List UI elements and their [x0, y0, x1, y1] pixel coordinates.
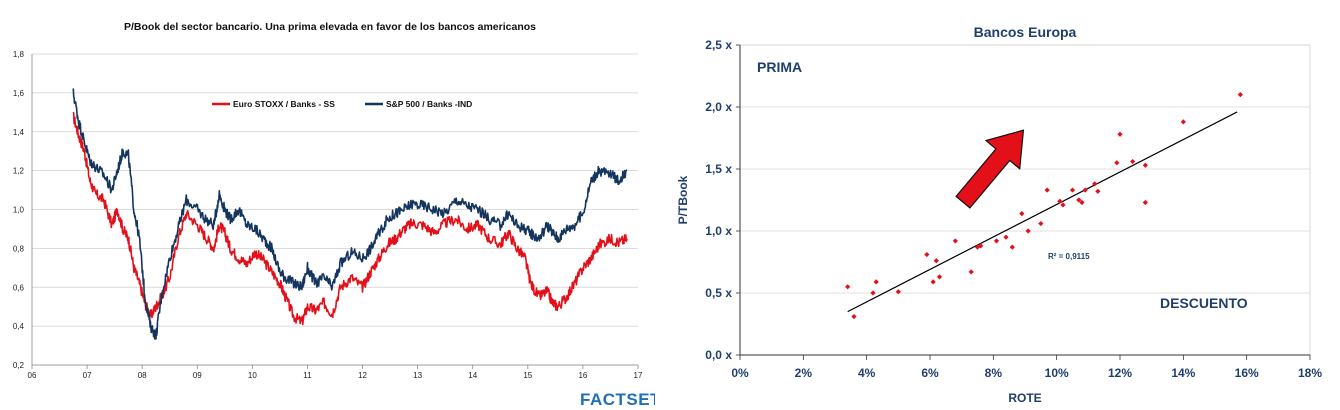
x-tick-label: 07 [83, 371, 92, 380]
data-point [1076, 197, 1082, 203]
y-tick-label: 0,4 [13, 322, 25, 331]
x-tick-label: 14 [468, 371, 477, 380]
legend-label: S&P 500 / Banks -IND [386, 99, 472, 109]
x-tick-label: 6% [921, 366, 939, 380]
y-tick-label: 0,2 [13, 361, 25, 370]
r-squared-label: R² = 0,9115 [1048, 252, 1090, 261]
annotation-prima: PRIMA [757, 59, 802, 75]
x-tick-label: 06 [28, 371, 37, 380]
chart-title: P/Book del sector bancario. Una prima el… [124, 21, 536, 33]
y-tick-label: 0,6 [13, 283, 25, 292]
y-axis-label: P/TBook [676, 175, 690, 224]
chart-background [0, 0, 650, 390]
y-tick-label: 1,5 x [705, 162, 732, 176]
x-axis-label: ROTE [1008, 391, 1041, 405]
x-tick-label: 2% [795, 366, 813, 380]
data-point [1095, 188, 1101, 194]
data-point [924, 251, 930, 258]
x-tick-label: 8% [985, 366, 1003, 380]
data-point [1025, 228, 1031, 234]
data-point [933, 258, 939, 264]
data-point [1038, 220, 1044, 227]
y-tick-label: 2,5 x [705, 38, 732, 52]
y-tick-label: 0,8 [13, 244, 25, 253]
scatter-chart: Bancos Europa 0,0 x 0,5 x 1,0 x 1,5 x 2,0 x 2,… [655, 0, 1340, 410]
y-tick-label: 0,5 x [705, 286, 732, 300]
x-tick-label: 13 [413, 371, 422, 380]
y-tick-label: 1,4 [13, 128, 25, 137]
x-tick-label: 17 [634, 371, 643, 380]
series-line-sp500-banks [72, 88, 628, 340]
data-point [851, 313, 857, 320]
data-point [1180, 119, 1186, 125]
x-tick-label: 10% [1045, 366, 1069, 380]
data-point [870, 290, 876, 296]
data-point [873, 279, 879, 285]
data-point [1142, 162, 1148, 168]
x-tick-label: 15 [523, 371, 532, 380]
factset-logo: FACTSET [580, 390, 661, 409]
annotation-descuento: DESCUENTO [1160, 295, 1248, 311]
data-point [1130, 158, 1136, 165]
chart-title: Bancos Europa [974, 24, 1077, 40]
y-tick-label: 1,0 [13, 206, 25, 215]
left-chart-panel: P/Book del sector bancario. Una prima el… [0, 0, 660, 410]
x-tick-label: 14% [1171, 366, 1195, 380]
data-point [1082, 187, 1088, 193]
data-point [1003, 234, 1009, 240]
data-point [1142, 199, 1148, 206]
data-point [1044, 187, 1050, 193]
y-tick-label: 1,8 [13, 50, 25, 59]
x-tick-label: 18% [1298, 366, 1322, 380]
data-point [968, 269, 974, 275]
x-tick-label: 16 [578, 371, 587, 380]
x-tick-label: 08 [138, 371, 147, 380]
x-tick-label: 09 [193, 371, 202, 380]
x-tick-label: 10 [248, 371, 257, 380]
data-point [1237, 92, 1243, 98]
data-point [1057, 198, 1063, 204]
data-point [1092, 181, 1098, 187]
data-point [1019, 211, 1025, 217]
data-point [1009, 244, 1015, 250]
y-tick-label: 2,0 x [705, 100, 732, 114]
data-point [930, 279, 936, 285]
y-tick-label: 1,6 [13, 89, 25, 98]
x-tick-label: 12 [358, 371, 367, 380]
data-point [978, 243, 984, 249]
x-tick-label: 11 [303, 371, 312, 380]
data-point [936, 274, 943, 280]
line-chart: P/Book del sector bancario. Una prima el… [0, 0, 650, 390]
arrow-shape [955, 129, 1025, 209]
y-tick-label: 0,0 x [705, 348, 732, 362]
right-chart-panel: Bancos Europa 0,0 x 0,5 x 1,0 x 1,5 x 2,0 x 2,… [655, 0, 1340, 410]
data-point [1114, 160, 1120, 166]
data-point [993, 238, 1000, 244]
plot-area [739, 44, 1311, 356]
trendline [847, 111, 1238, 313]
x-tick-label: 4% [858, 366, 876, 380]
data-point [952, 238, 958, 244]
x-tick-label: 0% [731, 366, 749, 380]
series-line-euro-stoxx-banks [72, 111, 628, 326]
x-tick-label: 12% [1108, 366, 1132, 380]
y-tick-label: 1,0 x [705, 224, 732, 238]
x-tick-label: 16% [1235, 366, 1259, 380]
y-tick-label: 1,2 [13, 167, 25, 176]
arrow-icon [955, 129, 1025, 209]
legend-label: Euro STOXX / Banks - SS [233, 99, 335, 109]
